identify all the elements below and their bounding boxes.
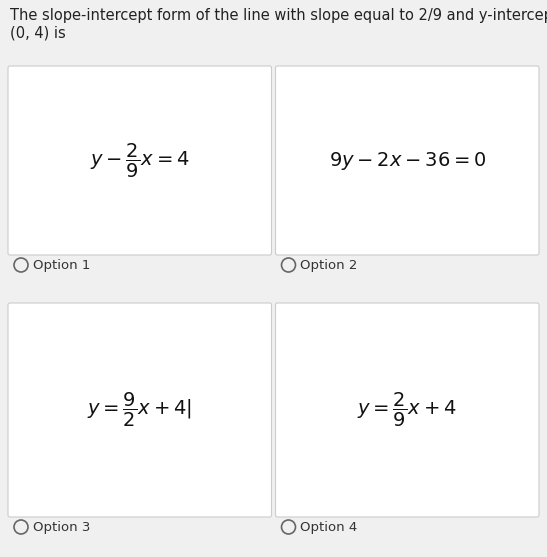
Text: Option 3: Option 3 [33, 520, 90, 534]
FancyBboxPatch shape [8, 66, 271, 255]
Text: Option 4: Option 4 [300, 520, 358, 534]
Text: The slope-intercept form of the line with slope equal to 2/9 and y-intercept at: The slope-intercept form of the line wit… [10, 8, 547, 23]
FancyBboxPatch shape [8, 303, 271, 517]
FancyBboxPatch shape [276, 303, 539, 517]
Text: $9y - 2x - 36 = 0$: $9y - 2x - 36 = 0$ [329, 149, 486, 172]
Text: (0, 4) is: (0, 4) is [10, 25, 66, 40]
Text: Option 2: Option 2 [300, 258, 358, 271]
Text: $y - \dfrac{2}{9}x = 4$: $y - \dfrac{2}{9}x = 4$ [90, 141, 190, 179]
Text: $y = \dfrac{2}{9}x + 4$: $y = \dfrac{2}{9}x + 4$ [357, 391, 457, 429]
Text: $y = \dfrac{9}{2}x + 4|$: $y = \dfrac{9}{2}x + 4|$ [88, 391, 192, 429]
Text: Option 1: Option 1 [33, 258, 90, 271]
FancyBboxPatch shape [276, 66, 539, 255]
